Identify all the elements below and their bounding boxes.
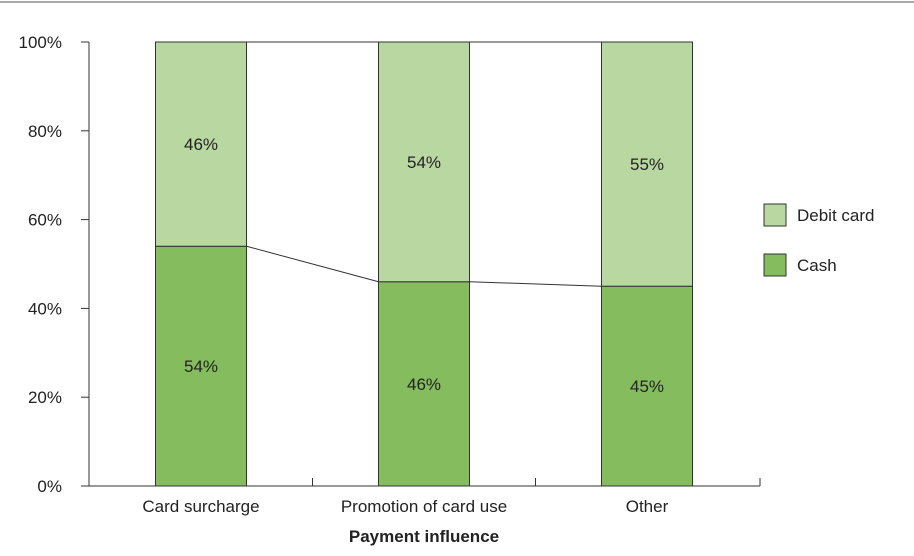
data-label-cash: 45%: [630, 377, 664, 396]
x-tick-label: Other: [626, 497, 669, 516]
y-tick-label: 60%: [28, 211, 62, 230]
bar-segment-debit-card: [601, 41, 693, 287]
y-tick-label: 40%: [28, 299, 62, 318]
data-label-cash: 46%: [407, 375, 441, 394]
y-tick-label: 100%: [19, 33, 62, 52]
category-labels: Card surcharge Promotion of card use Other: [142, 497, 668, 516]
x-tick-label: Promotion of card use: [341, 497, 507, 516]
series-connector: [469, 281, 602, 287]
data-label-debit-card: 54%: [407, 153, 441, 172]
y-tick-label: 20%: [28, 388, 62, 407]
y-tick-label: 0%: [37, 477, 62, 496]
bar-segment-cash: [378, 281, 470, 487]
bar-segment-debit-card: [378, 41, 470, 283]
legend-label-cash: Cash: [797, 256, 837, 275]
bar-segment-cash: [155, 245, 247, 487]
bar-segment-cash: [601, 285, 693, 487]
y-axis: 0% 20% 40% 60% 80% 100%: [19, 33, 90, 496]
data-label-cash: 54%: [184, 357, 218, 376]
connector-lines: [246, 41, 602, 287]
legend-swatch-debit-card: [763, 203, 787, 227]
bar-segment-debit-card: [155, 41, 247, 247]
legend-label-debit-card: Debit card: [797, 206, 874, 225]
series-connector: [246, 245, 379, 283]
legend-swatch-cash: [763, 253, 787, 277]
bars: [155, 41, 693, 487]
y-tick-label: 80%: [28, 122, 62, 141]
x-tick-label: Card surcharge: [142, 497, 259, 516]
x-axis-title: Payment influence: [349, 527, 499, 546]
data-label-debit-card: 55%: [630, 155, 664, 174]
data-label-debit-card: 46%: [184, 135, 218, 154]
legend: Debit card Cash: [763, 203, 874, 277]
segment-labels: 54% 46% 46% 54% 45% 55%: [184, 135, 664, 396]
